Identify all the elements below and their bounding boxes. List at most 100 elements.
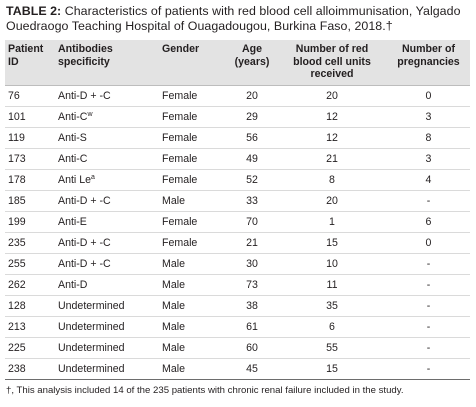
cell-antibodies: Anti-D + -C <box>55 232 159 254</box>
cell-antibodies: Anti-D <box>55 274 159 296</box>
cell-units: 21 <box>277 148 387 170</box>
cell-pregnancies: 0 <box>387 84 470 107</box>
table-title: Characteristics of patients with red blo… <box>6 4 461 33</box>
cell-units: 35 <box>277 295 387 317</box>
antibody-name: Anti-D + -C <box>58 257 111 270</box>
cell-age: 52 <box>227 169 277 191</box>
antibody-name: Undetermined <box>58 341 125 354</box>
cell-pregnancies: 8 <box>387 127 470 149</box>
cell-pregnancies: - <box>387 337 470 359</box>
cell-age: 45 <box>227 358 277 380</box>
cell-pregnancies: 0 <box>387 232 470 254</box>
cell-units: 11 <box>277 274 387 296</box>
antibody-name: Anti-D + -C <box>58 194 111 207</box>
cell-age: 30 <box>227 253 277 275</box>
cell-age: 49 <box>227 148 277 170</box>
cell-age: 56 <box>227 127 277 149</box>
cell-gender: Male <box>159 316 227 338</box>
cell-pregnancies: - <box>387 274 470 296</box>
cell-gender: Male <box>159 190 227 212</box>
cell-gender: Female <box>159 84 227 107</box>
table-row: 262 Anti-D Male 73 11- <box>5 274 470 296</box>
table-row: 225 Undetermined Male 60 55- <box>5 337 470 359</box>
antibody-name: Anti Le <box>58 173 91 186</box>
cell-pregnancies: - <box>387 190 470 212</box>
cell-units: 12 <box>277 127 387 149</box>
cell-age: 33 <box>227 190 277 212</box>
cell-patient-id: 255 <box>5 253 55 275</box>
cell-units: 20 <box>277 190 387 212</box>
cell-units: 15 <box>277 358 387 380</box>
cell-age: 29 <box>227 106 277 128</box>
cell-units: 10 <box>277 253 387 275</box>
cell-patient-id: 128 <box>5 295 55 317</box>
cell-patient-id: 238 <box>5 358 55 380</box>
antibody-name: Anti-C <box>58 110 88 123</box>
cell-pregnancies: - <box>387 358 470 380</box>
table-row: 119 Anti-S Female 56 12 8 <box>5 127 470 149</box>
cell-age: 70 <box>227 211 277 233</box>
cell-antibodies: Undetermined <box>55 295 159 317</box>
cell-patient-id: 76 <box>5 84 55 107</box>
cell-antibodies: Anti-D + -C <box>55 253 159 275</box>
cell-gender: Male <box>159 274 227 296</box>
cell-patient-id: 213 <box>5 316 55 338</box>
cell-antibodies: Undetermined <box>55 316 159 338</box>
cell-gender: Male <box>159 337 227 359</box>
cell-units: 6 <box>277 316 387 338</box>
cell-antibodies: Anti-D + -C <box>55 190 159 212</box>
cell-gender: Male <box>159 253 227 275</box>
cell-gender: Female <box>159 211 227 233</box>
cell-gender: Male <box>159 358 227 380</box>
cell-units: 15 <box>277 232 387 254</box>
cell-gender: Male <box>159 295 227 317</box>
table-row: 235 Anti-D + -C Female 21 15 0 <box>5 232 470 254</box>
header-pregnancies: Number of pregnancies <box>387 40 470 85</box>
cell-patient-id: 119 <box>5 127 55 149</box>
patients-table: Patient ID Antibodies specificity Gender… <box>5 40 470 380</box>
cell-units: 1 <box>277 211 387 233</box>
antibody-name: Anti-E <box>58 215 87 228</box>
header-gender: Gender <box>159 40 227 85</box>
antibody-name: Anti-C <box>58 152 88 165</box>
table-row: 255 Anti-D + -C Male 30 10- <box>5 253 470 275</box>
cell-age: 21 <box>227 232 277 254</box>
table-row: 101 Anti-Cw Female 29 12 3 <box>5 106 470 128</box>
cell-pregnancies: - <box>387 295 470 317</box>
table-row: 128 Undetermined Male 38 35- <box>5 295 470 317</box>
antibody-name: Anti-D + -C <box>58 236 111 249</box>
cell-antibodies: Anti Lea <box>55 169 159 191</box>
header-patient-id: Patient ID <box>5 40 55 85</box>
cell-patient-id: 225 <box>5 337 55 359</box>
cell-patient-id: 235 <box>5 232 55 254</box>
cell-patient-id: 262 <box>5 274 55 296</box>
cell-units: 8 <box>277 169 387 191</box>
table-header-row: Patient ID Antibodies specificity Gender… <box>5 40 470 85</box>
table-row: 173 Anti-C Female 49 21 3 <box>5 148 470 170</box>
cell-pregnancies: 6 <box>387 211 470 233</box>
antibody-superscript: a <box>90 173 95 181</box>
table-row: 185 Anti-D + -C Male 33 20- <box>5 190 470 212</box>
cell-antibodies: Anti-D + -C <box>55 84 159 107</box>
table-footnote: †, This analysis included 14 of the 235 … <box>6 385 404 396</box>
table-caption: TABLE 2: Characteristics of patients wit… <box>6 4 470 34</box>
cell-gender: Female <box>159 127 227 149</box>
antibody-name: Anti-D + -C <box>58 89 111 102</box>
cell-age: 60 <box>227 337 277 359</box>
antibody-name: Undetermined <box>58 320 125 333</box>
antibody-superscript: w <box>87 110 93 118</box>
cell-gender: Female <box>159 169 227 191</box>
cell-age: 20 <box>227 84 277 107</box>
cell-patient-id: 199 <box>5 211 55 233</box>
table-row: 238 Undetermined Male 45 15- <box>5 358 470 380</box>
cell-patient-id: 101 <box>5 106 55 128</box>
cell-pregnancies: 3 <box>387 148 470 170</box>
cell-units: 20 <box>277 84 387 107</box>
header-units: Number of red blood cell units received <box>277 40 387 85</box>
cell-patient-id: 178 <box>5 169 55 191</box>
cell-patient-id: 173 <box>5 148 55 170</box>
antibody-name: Anti-D <box>58 278 88 291</box>
antibody-name: Undetermined <box>58 299 125 312</box>
cell-pregnancies: 4 <box>387 169 470 191</box>
cell-age: 38 <box>227 295 277 317</box>
